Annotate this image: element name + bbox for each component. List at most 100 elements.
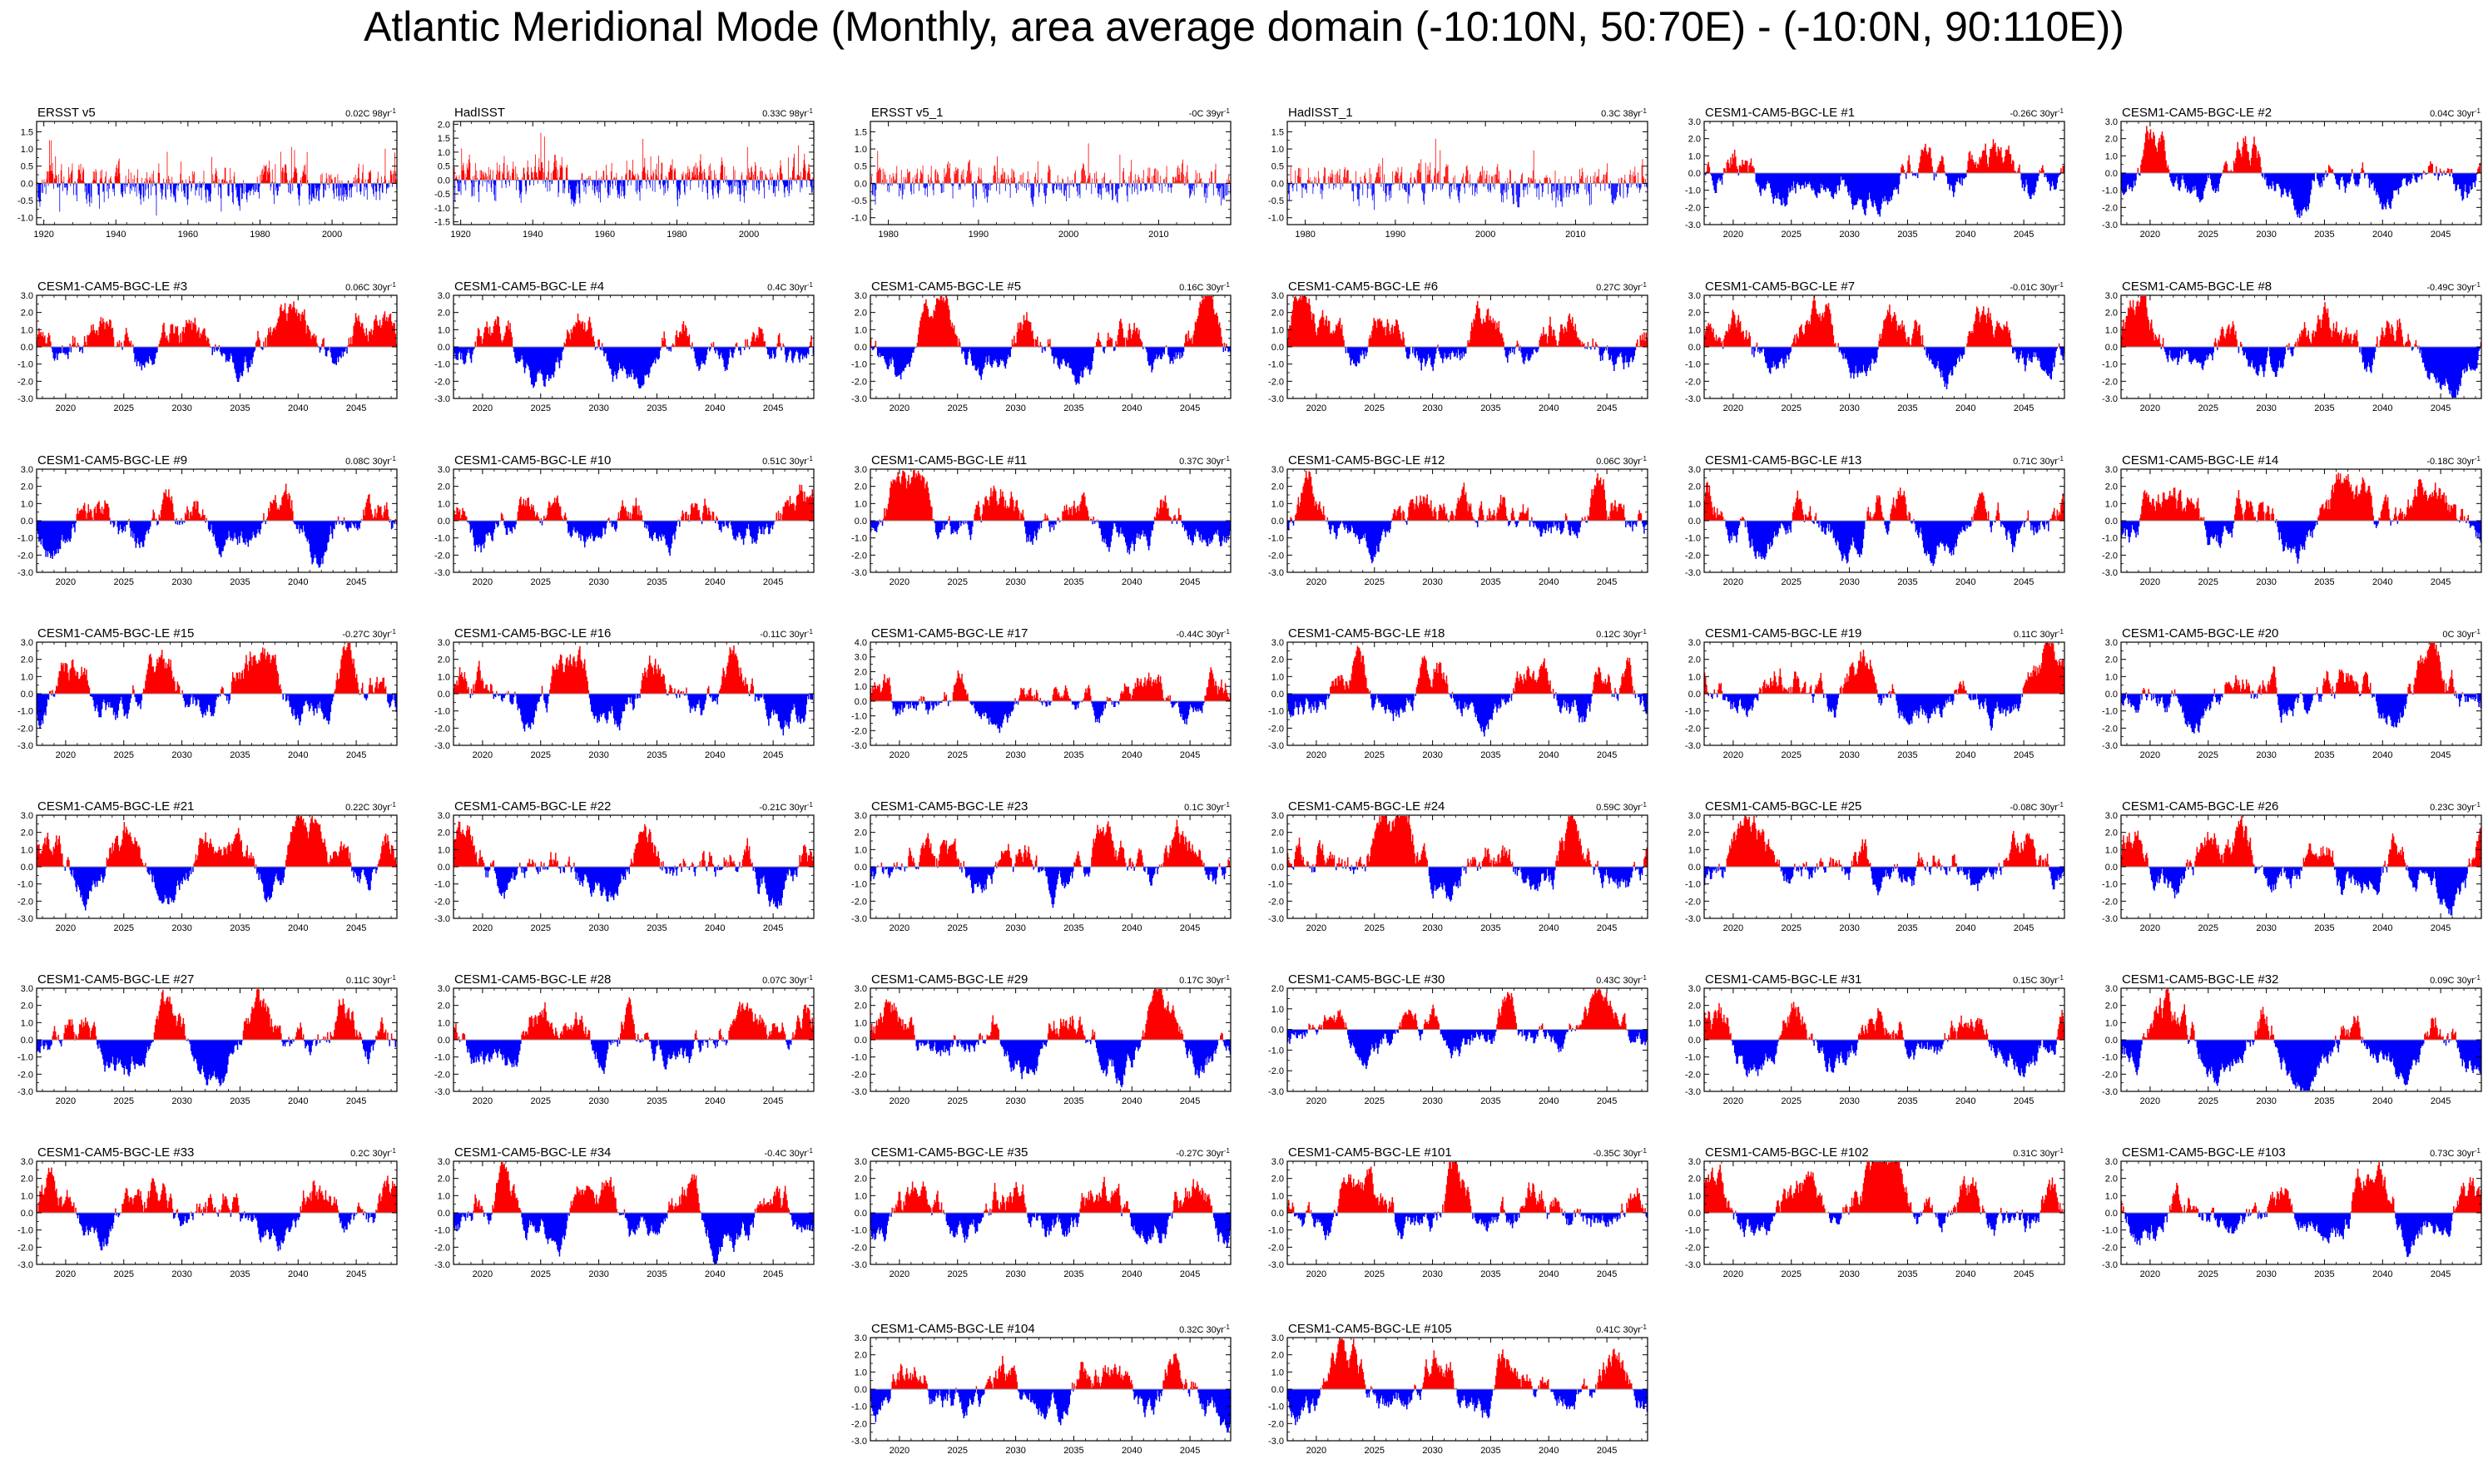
- panel-12-negative-series: [2160, 347, 2481, 398]
- panel-20-xtick-label: 2045: [763, 750, 783, 760]
- panel-9-xtick-label: 2025: [948, 403, 968, 413]
- panel-41-negative-series: [1732, 1213, 2064, 1238]
- panel-6-ytick-label: -3.0: [2102, 220, 2118, 230]
- panel-42-xtick-label: 2030: [2256, 1269, 2276, 1279]
- panel-25-ytick-label: -2.0: [17, 897, 33, 907]
- panel-31-ytick-label: 1.0: [21, 1018, 33, 1028]
- panel-23-ytick-label: -3.0: [1685, 741, 1701, 751]
- panel-23-negative-series: [1707, 694, 2024, 731]
- panel-1-ytick-label: -0.5: [17, 196, 33, 206]
- panel-40-xtick-label: 2040: [1539, 1269, 1559, 1279]
- figure-title: Atlantic Meridional Mode (Monthly, area …: [364, 3, 2124, 50]
- panel-29-ytick-label: -3.0: [1685, 914, 1701, 924]
- panel-21-ytick-label: 0.0: [855, 697, 867, 707]
- panel-28-ytick-label: -1.0: [1268, 880, 1284, 890]
- panel-23-xtick-label: 2035: [1897, 750, 1917, 760]
- panel-26-ytick-label: -2.0: [434, 897, 450, 907]
- panel-21-ytick-label: -1.0: [851, 712, 867, 722]
- panel-7-xtick-label: 2030: [171, 403, 191, 413]
- panel-42-ytick-label: 0.0: [2105, 1209, 2118, 1219]
- panel-42-ytick-label: -3.0: [2102, 1260, 2118, 1270]
- panel-28-positive-series: [1286, 816, 1648, 867]
- panel-16-xtick-label: 2035: [1480, 577, 1500, 587]
- panel-26-ytick-label: -3.0: [434, 914, 450, 924]
- panel-40-ytick-label: 0.0: [1271, 1209, 1284, 1219]
- panel-43-negative-series: [870, 1389, 1232, 1433]
- panel-2-xtick-label: 1920: [450, 230, 470, 240]
- panel-24-ytick-label: -3.0: [2102, 741, 2118, 751]
- panel-18-ytick-label: 0.0: [2105, 517, 2118, 527]
- panel-32: -3.0 -2.0 -1.0 0.0 1.0 2.0 3.0 2020 2025 2030 2035…: [434, 972, 815, 1106]
- panel-40-label: CESM1-CAM5-BGC-LE #101: [1288, 1145, 1452, 1160]
- panel-33-xtick-label: 2045: [1180, 1096, 1200, 1106]
- panel-37-xtick-label: 2025: [114, 1269, 134, 1279]
- panel-15-xtick-label: 2045: [1180, 577, 1200, 587]
- panel-20-xtick-label: 2035: [647, 750, 667, 760]
- panel-30: -3.0 -2.0 -1.0 0.0 1.0 2.0 3.0 2020 2025 2030 2035…: [2102, 799, 2482, 933]
- panel-6-ytick-label: 0.0: [2105, 169, 2118, 179]
- panel-43-xtick-label: 2045: [1180, 1446, 1200, 1456]
- panel-19-ytick-label: 2.0: [21, 655, 33, 665]
- panel-44-ytick-label: 3.0: [1271, 1333, 1284, 1343]
- panel-16-xtick-label: 2030: [1422, 577, 1442, 587]
- panel-41-positive-series: [1703, 1162, 2065, 1213]
- panel-38-trend: -0.4C 30yr-1: [765, 1147, 814, 1159]
- panel-41-xtick-label: 2035: [1897, 1269, 1917, 1279]
- panel-44-xtick-label: 2045: [1597, 1446, 1617, 1456]
- panel-6: -3.0 -2.0 -1.0 0.0 1.0 2.0 3.0 2020 2025 2030 2035…: [2102, 106, 2482, 240]
- panel-27-ytick-label: -3.0: [851, 914, 867, 924]
- panel-7-ytick-label: 3.0: [21, 291, 33, 301]
- panel-24-ytick-label: 1.0: [2105, 672, 2118, 682]
- panel-36-ytick-label: 1.0: [2105, 1018, 2118, 1028]
- panel-24-ytick-label: 3.0: [2105, 638, 2118, 648]
- panel-3-ytick-label: 1.5: [855, 127, 867, 137]
- panel-17-label: CESM1-CAM5-BGC-LE #13: [1705, 453, 1861, 467]
- panel-4-xtick-label: 2010: [1565, 230, 1585, 240]
- panel-34-xtick-label: 2025: [1365, 1096, 1385, 1106]
- panel-15-xtick-label: 2030: [1005, 577, 1025, 587]
- panel-21-trend: -0.44C 30yr-1: [1176, 628, 1230, 640]
- panel-21-xtick-label: 2020: [890, 750, 909, 760]
- panel-2-negative-series: [453, 180, 815, 207]
- panel-18-ytick-label: 3.0: [2105, 465, 2118, 475]
- panel-24-positive-series: [2125, 643, 2478, 694]
- panel-22-ytick-label: 0.0: [1271, 690, 1284, 700]
- panel-19-negative-series: [36, 694, 398, 730]
- panel-17-xtick-label: 2025: [1782, 577, 1802, 587]
- panel-26-ytick-label: 3.0: [438, 811, 450, 821]
- panel-44-ytick-label: 2.0: [1271, 1351, 1284, 1361]
- panel-21: -3.0 -2.0 -1.0 0.0 1.0 2.0 3.0 4.0 2020 2025 2030 2…: [851, 626, 1232, 760]
- panel-19-xtick-label: 2035: [230, 750, 250, 760]
- panel-28-ytick-label: 3.0: [1271, 811, 1284, 821]
- panel-30-ytick-label: 1.0: [2105, 845, 2118, 855]
- panel-40-xtick-label: 2035: [1480, 1269, 1500, 1279]
- panel-2-trend: 0.33C 98yr-1: [762, 107, 813, 119]
- panel-12-ytick-label: -1.0: [2102, 360, 2118, 370]
- panel-20-trend: -0.11C 30yr-1: [760, 628, 813, 640]
- panel-17-ytick-label: 0.0: [1688, 517, 1701, 527]
- panel-44-xtick-label: 2020: [1306, 1446, 1326, 1456]
- panel-8-ytick-label: -2.0: [434, 377, 450, 387]
- panel-35-ytick-label: 0.0: [1688, 1036, 1701, 1046]
- panel-2-xtick-label: 1980: [667, 230, 686, 240]
- panel-7-xtick-label: 2025: [114, 403, 134, 413]
- panel-36-trend: 0.09C 30yr-1: [2430, 974, 2481, 986]
- panel-35-ytick-label: 3.0: [1688, 984, 1701, 994]
- panel-21-xtick-label: 2035: [1063, 750, 1083, 760]
- panel-11-ytick-label: 1.0: [1688, 325, 1701, 335]
- panel-9-ytick-label: -3.0: [851, 394, 867, 404]
- panel-8-xtick-label: 2035: [647, 403, 667, 413]
- panel-7-xtick-label: 2040: [288, 403, 308, 413]
- panel-1-ytick-label: 0.5: [21, 162, 33, 172]
- panel-43-ytick-label: 1.0: [855, 1368, 867, 1378]
- panel-28-xtick-label: 2030: [1422, 923, 1442, 933]
- panel-2-xtick-label: 1940: [523, 230, 543, 240]
- panel-17-ytick-label: 3.0: [1688, 465, 1701, 475]
- panel-42-ytick-label: 3.0: [2105, 1157, 2118, 1167]
- panel-15-xtick-label: 2035: [1063, 577, 1083, 587]
- panel-7-trend: 0.06C 30yr-1: [345, 281, 396, 293]
- panel-41-ytick-label: 1.0: [1688, 1191, 1701, 1201]
- panel-18-xtick-label: 2020: [2140, 577, 2160, 587]
- panel-37-ytick-label: -3.0: [17, 1260, 33, 1270]
- panel-39-ytick-label: 1.0: [855, 1191, 867, 1201]
